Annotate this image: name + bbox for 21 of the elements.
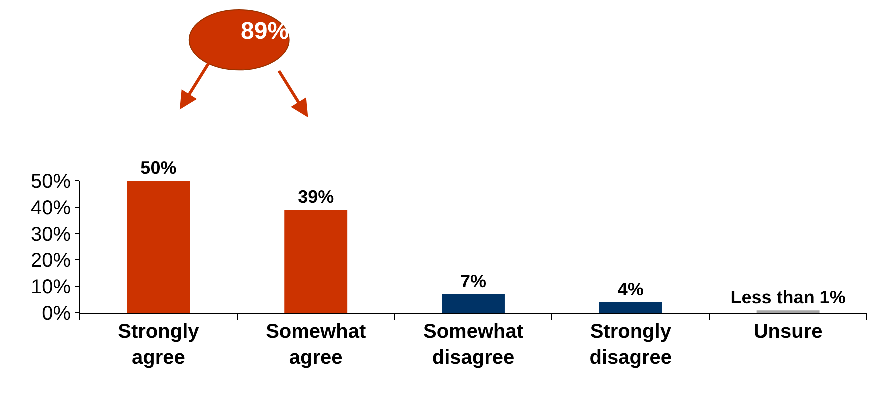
x-tick-label: Somewhat agree	[266, 321, 366, 369]
text: 89%	[241, 18, 290, 45]
x-tick-label: Unsure	[754, 321, 823, 343]
data-label: 4%	[618, 279, 644, 300]
data-label: Less than 1%	[730, 288, 846, 308]
bar	[442, 294, 505, 313]
data-label: 7%	[460, 272, 487, 292]
y-tick-label: 10%	[30, 276, 72, 299]
y-tick-label: 0%	[42, 303, 72, 325]
bar	[599, 302, 662, 313]
x-tick-label: Strongly agree	[118, 321, 200, 369]
y-tick-label: 40%	[30, 197, 72, 220]
data-label: 39%	[298, 187, 334, 208]
y-tick-label: 30%	[30, 224, 72, 246]
bar	[127, 181, 190, 313]
bar	[284, 210, 348, 313]
x-tick-label: Somewhat disagree	[423, 321, 524, 369]
data-label: 50%	[140, 158, 177, 178]
y-tick-label: 50%	[30, 171, 72, 193]
x-tick-label: Strongly disagree	[590, 321, 672, 369]
y-tick-label: 20%	[30, 250, 72, 272]
